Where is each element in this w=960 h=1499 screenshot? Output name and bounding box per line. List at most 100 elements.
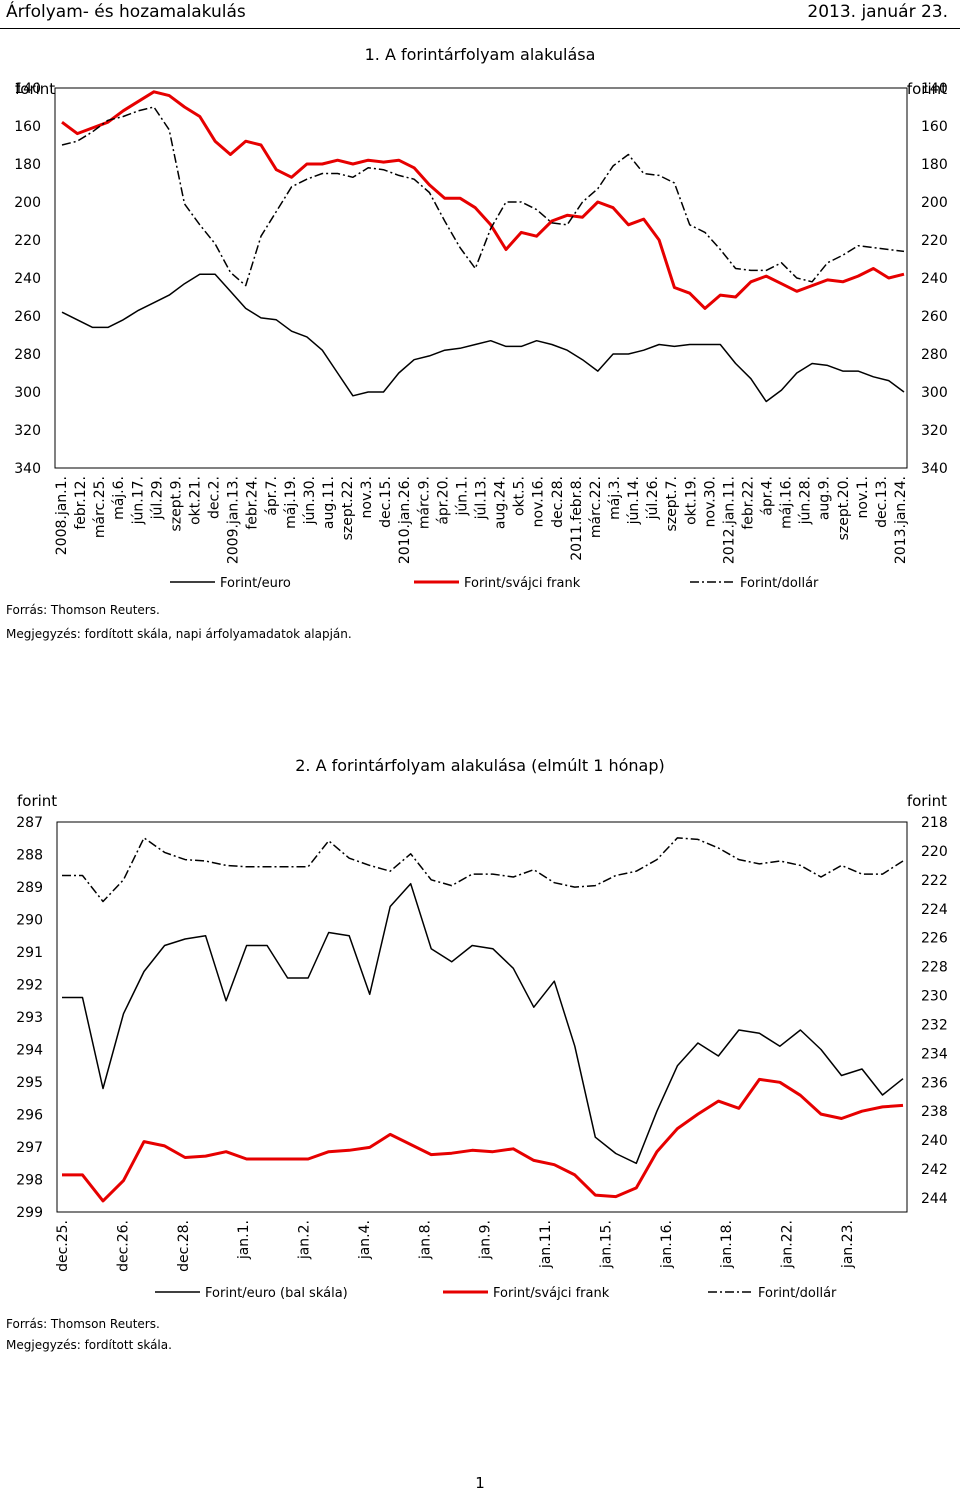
x-tick-label: szept.9. xyxy=(168,476,184,531)
y-tick-left: 291 xyxy=(16,945,43,961)
x-tick-label: febr.12. xyxy=(73,476,89,530)
x-tick-label: szept.7. xyxy=(664,476,680,531)
y-tick-right: 242 xyxy=(921,1162,948,1178)
y-tick-right: 244 xyxy=(921,1191,948,1207)
y-tick-left: 297 xyxy=(16,1140,43,1156)
x-tick-label: szept.20. xyxy=(836,476,852,540)
x-tick-label: júl.26. xyxy=(645,476,661,520)
chart-2-note: Megjegyzés: fordított skála. xyxy=(6,1338,172,1352)
x-tick-label: aug.24. xyxy=(493,476,509,529)
y-tick-right: 180 xyxy=(921,157,948,173)
chart-1: 1. A forintárfolyam alakulása forint forin… xyxy=(14,45,948,591)
x-tick-label: máj.16. xyxy=(779,476,795,529)
x-tick-label: jún.1. xyxy=(454,476,470,516)
x-tick-label: márc.9. xyxy=(416,476,432,529)
y-tick-left: 300 xyxy=(14,385,41,401)
chart-2-source: Forrás: Thomson Reuters. xyxy=(6,1317,160,1331)
x-tick-label: aug.11. xyxy=(321,476,337,529)
legend-label-1: Forint/euro (bal skála) xyxy=(205,1286,348,1301)
plot-frame xyxy=(56,821,908,1213)
y-tick-left: 220 xyxy=(14,233,41,249)
x-tick-label: okt.19. xyxy=(683,476,699,525)
y-axis-left-label: forint xyxy=(17,792,57,810)
y-tick-left: 200 xyxy=(14,195,41,211)
chart-1-note: Megjegyzés: fordított skála, napi árfoly… xyxy=(6,627,352,641)
legend-label-1: Forint/euro xyxy=(220,576,291,591)
y-tick-right: 232 xyxy=(921,1017,948,1033)
x-tick-label: jan.18. xyxy=(719,1220,735,1269)
x-tick-label: jún.30. xyxy=(302,476,318,525)
y-axis-right-label: forint xyxy=(907,792,947,810)
series-line-1 xyxy=(61,273,905,403)
x-tick-label: júl.13. xyxy=(474,476,490,520)
y-tick-right: 200 xyxy=(921,195,948,211)
x-tick-label: jan.16. xyxy=(659,1220,675,1269)
y-tick-left: 340 xyxy=(14,461,41,477)
y-tick-right: 220 xyxy=(921,844,948,860)
y-tick-right: 240 xyxy=(921,1133,948,1149)
x-tick-label: 2008.jan.1. xyxy=(54,476,70,555)
y-tick-left: 320 xyxy=(14,423,41,439)
x-tick-label: nov.16. xyxy=(531,476,547,527)
x-tick-label: nov.30. xyxy=(702,476,718,527)
x-tick-label: máj.3. xyxy=(607,476,623,520)
x-tick-label: ápr.20. xyxy=(435,476,451,525)
x-tick-label: febr.22. xyxy=(740,476,756,530)
x-tick-label: jan.2. xyxy=(297,1220,313,1260)
y-tick-right: 224 xyxy=(921,902,948,918)
y-tick-left: 299 xyxy=(16,1205,43,1221)
y-tick-right: 230 xyxy=(921,989,948,1005)
y-tick-left: 180 xyxy=(14,157,41,173)
x-tick-label: jan.4. xyxy=(357,1220,373,1260)
chart-title: 2. A forintárfolyam alakulása (elmúlt 1 … xyxy=(295,756,664,775)
x-tick-label: 2010.jan.26. xyxy=(397,476,413,564)
x-tick-label: júl.29. xyxy=(149,476,165,520)
legend-label-3: Forint/dollár xyxy=(758,1286,837,1301)
y-tick-left: 140 xyxy=(14,81,41,97)
series-line-1 xyxy=(62,882,904,1165)
x-tick-label: máj.6. xyxy=(111,476,127,520)
y-axis-left-label: forint xyxy=(15,80,55,98)
x-tick-label: márc.25. xyxy=(92,476,108,538)
x-tick-label: dec.26. xyxy=(115,1220,131,1272)
x-tick-label: aug.9. xyxy=(817,476,833,520)
y-tick-left: 290 xyxy=(16,913,43,929)
series-line-3 xyxy=(62,837,904,903)
y-tick-left: 240 xyxy=(14,271,41,287)
y-tick-left: 294 xyxy=(16,1043,43,1059)
y-tick-right: 234 xyxy=(921,1046,948,1062)
y-tick-right: 222 xyxy=(921,873,948,889)
series-line-2 xyxy=(61,90,905,310)
series-line-3 xyxy=(61,106,905,287)
x-tick-label: dec.28. xyxy=(550,476,566,528)
x-tick-label: jan.1. xyxy=(236,1220,252,1260)
page-number: 1 xyxy=(475,1474,485,1492)
header-rule xyxy=(0,28,960,29)
y-tick-right: 280 xyxy=(921,347,948,363)
x-tick-label: dec.25. xyxy=(55,1220,71,1272)
y-tick-right: 260 xyxy=(921,309,948,325)
x-tick-label: dec.13. xyxy=(874,476,890,528)
x-tick-label: jan.8. xyxy=(417,1220,433,1260)
x-tick-label: máj.19. xyxy=(283,476,299,529)
plot-frame xyxy=(54,87,908,469)
y-tick-left: 295 xyxy=(16,1075,43,1091)
x-tick-label: jún.28. xyxy=(798,476,814,525)
x-tick-label: dec.15. xyxy=(378,476,394,528)
header-date: 2013. január 23. xyxy=(807,2,948,22)
legend-label-3: Forint/dollár xyxy=(740,576,819,591)
y-tick-right: 220 xyxy=(921,233,948,249)
x-tick-label: jan.23. xyxy=(840,1220,856,1269)
x-tick-label: jan.11. xyxy=(538,1220,554,1269)
x-tick-label: szept.22. xyxy=(340,476,356,540)
x-tick-label: nov.3. xyxy=(359,476,375,518)
y-tick-left: 280 xyxy=(14,347,41,363)
x-tick-label: okt.21. xyxy=(187,476,203,525)
y-tick-right: 320 xyxy=(921,423,948,439)
y-tick-right: 240 xyxy=(921,271,948,287)
x-tick-label: okt.5. xyxy=(512,476,528,516)
y-axis-right-label: forint xyxy=(907,80,947,98)
x-tick-label: jún.14. xyxy=(626,476,642,525)
y-tick-right: 218 xyxy=(921,815,948,831)
x-tick-label: ápr.4. xyxy=(760,476,776,516)
